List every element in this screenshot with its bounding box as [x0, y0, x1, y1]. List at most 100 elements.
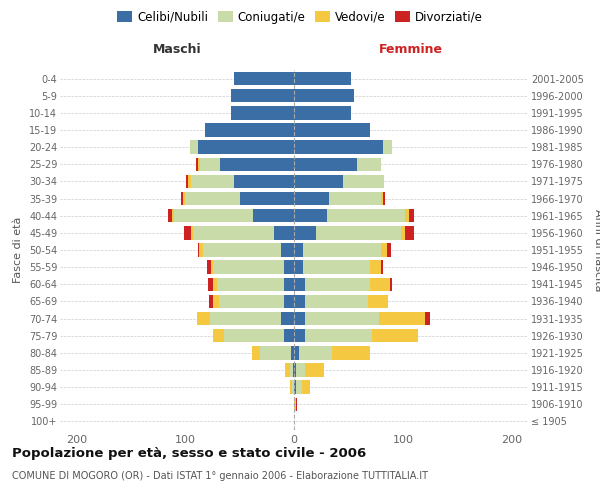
Bar — [207, 260, 211, 274]
Bar — [296, 380, 302, 394]
Bar — [203, 244, 281, 256]
Bar — [383, 140, 392, 154]
Bar — [198, 158, 200, 171]
Bar — [231, 106, 294, 120]
Bar — [294, 192, 329, 205]
Bar — [370, 260, 381, 274]
Bar — [294, 244, 303, 256]
Bar — [332, 346, 370, 360]
Bar — [294, 312, 305, 326]
Bar — [294, 124, 370, 136]
Bar — [168, 209, 172, 222]
Bar — [186, 174, 188, 188]
Legend: Celibi/Nubili, Coniugati/e, Vedovi/e, Divorziati/e: Celibi/Nubili, Coniugati/e, Vedovi/e, Di… — [115, 8, 485, 26]
Bar — [292, 380, 294, 394]
Bar — [188, 174, 191, 188]
Text: Maschi: Maschi — [152, 42, 202, 56]
Bar — [284, 329, 294, 342]
Bar — [294, 89, 354, 102]
Bar — [294, 294, 305, 308]
Bar — [296, 398, 297, 411]
Bar — [208, 278, 214, 291]
Bar — [285, 364, 290, 376]
Text: Femmine: Femmine — [379, 42, 443, 56]
Bar — [181, 192, 183, 205]
Text: COMUNE DI MOGORO (OR) - Dati ISTAT 1° gennaio 2006 - Elaborazione TUTTITALIA.IT: COMUNE DI MOGORO (OR) - Dati ISTAT 1° ge… — [12, 471, 428, 481]
Bar — [383, 192, 385, 205]
Bar — [190, 140, 198, 154]
Bar — [294, 72, 350, 86]
Bar — [305, 312, 379, 326]
Bar — [294, 364, 296, 376]
Bar — [381, 260, 383, 274]
Bar — [316, 226, 401, 239]
Bar — [191, 174, 234, 188]
Bar — [198, 244, 199, 256]
Bar — [294, 209, 326, 222]
Bar — [185, 192, 239, 205]
Bar — [260, 346, 291, 360]
Bar — [219, 294, 284, 308]
Bar — [405, 209, 409, 222]
Bar — [214, 260, 284, 274]
Bar — [386, 244, 391, 256]
Bar — [291, 346, 294, 360]
Bar — [425, 312, 430, 326]
Bar — [234, 174, 294, 188]
Bar — [294, 174, 343, 188]
Bar — [239, 192, 294, 205]
Bar — [409, 209, 414, 222]
Bar — [184, 226, 191, 239]
Bar — [381, 192, 383, 205]
Bar — [231, 89, 294, 102]
Bar — [234, 72, 294, 86]
Bar — [381, 244, 386, 256]
Bar — [294, 140, 383, 154]
Bar — [299, 346, 332, 360]
Bar — [290, 380, 292, 394]
Bar — [284, 278, 294, 291]
Bar — [214, 329, 224, 342]
Bar — [197, 312, 210, 326]
Bar — [302, 380, 310, 394]
Bar — [183, 192, 185, 205]
Bar — [373, 329, 418, 342]
Bar — [294, 380, 296, 394]
Bar — [281, 244, 294, 256]
Bar — [281, 312, 294, 326]
Bar — [329, 192, 381, 205]
Bar — [294, 398, 296, 411]
Y-axis label: Anni di nascita: Anni di nascita — [593, 209, 600, 291]
Bar — [294, 226, 316, 239]
Bar — [251, 346, 260, 360]
Bar — [294, 329, 305, 342]
Bar — [217, 278, 284, 291]
Bar — [357, 158, 381, 171]
Bar — [296, 364, 305, 376]
Bar — [209, 294, 214, 308]
Bar — [405, 226, 414, 239]
Bar — [305, 278, 370, 291]
Bar — [284, 260, 294, 274]
Y-axis label: Fasce di età: Fasce di età — [13, 217, 23, 283]
Text: Popolazione per età, sesso e stato civile - 2006: Popolazione per età, sesso e stato civil… — [12, 448, 366, 460]
Bar — [305, 364, 325, 376]
Bar — [294, 346, 299, 360]
Bar — [211, 260, 214, 274]
Bar — [210, 312, 281, 326]
Bar — [214, 294, 219, 308]
Bar — [205, 124, 294, 136]
Bar — [196, 158, 198, 171]
Bar — [305, 294, 368, 308]
Bar — [326, 209, 405, 222]
Bar — [284, 294, 294, 308]
Bar — [290, 364, 293, 376]
Bar — [303, 260, 370, 274]
Bar — [379, 312, 425, 326]
Bar — [200, 158, 220, 171]
Bar — [303, 244, 381, 256]
Bar — [172, 209, 174, 222]
Bar — [294, 106, 350, 120]
Bar — [214, 278, 217, 291]
Bar — [294, 158, 357, 171]
